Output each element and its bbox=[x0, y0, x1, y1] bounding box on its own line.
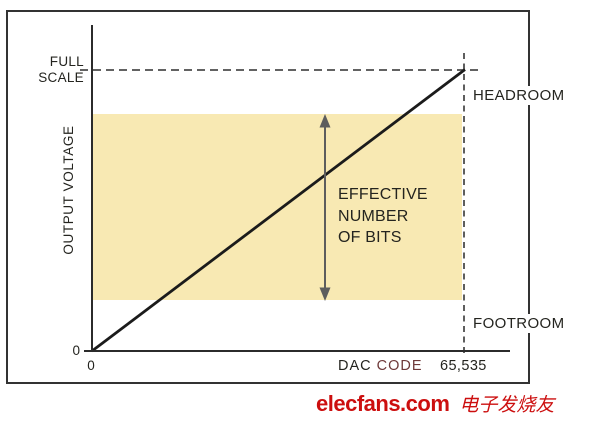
x-axis-title-word-dac: DAC bbox=[338, 358, 372, 374]
y-axis-zero-tick-label: 0 bbox=[72, 343, 80, 358]
y-axis-title: OUTPUT VOLTAGE bbox=[61, 125, 76, 255]
enob-label: EFFECTIVE NUMBER OF BITS bbox=[338, 186, 428, 246]
headroom-label: HEADROOM bbox=[469, 86, 569, 105]
footroom-label: FOOTROOM bbox=[469, 314, 569, 333]
watermark-site-text: elecfans.com bbox=[316, 391, 450, 416]
enob-shaded-band bbox=[93, 114, 462, 300]
x-axis-title: DAC CODE bbox=[338, 358, 423, 374]
full-scale-label: FULL SCALE bbox=[38, 54, 84, 85]
x-axis-title-word-code: CODE bbox=[376, 358, 423, 374]
x-axis-max-tick-label: 65,535 bbox=[440, 358, 487, 374]
plot-frame bbox=[6, 10, 530, 384]
transfer-function-line bbox=[91, 68, 466, 353]
watermark-chinese-text: 电子发烧友 bbox=[459, 395, 555, 416]
enob-arrow-down-head bbox=[319, 287, 331, 301]
watermark: elecfans.com 电子发烧友 bbox=[316, 390, 554, 417]
x-axis-zero-tick-label: 0 bbox=[87, 358, 95, 373]
enob-double-arrow bbox=[319, 114, 331, 301]
enob-arrow-up-head bbox=[319, 114, 331, 128]
